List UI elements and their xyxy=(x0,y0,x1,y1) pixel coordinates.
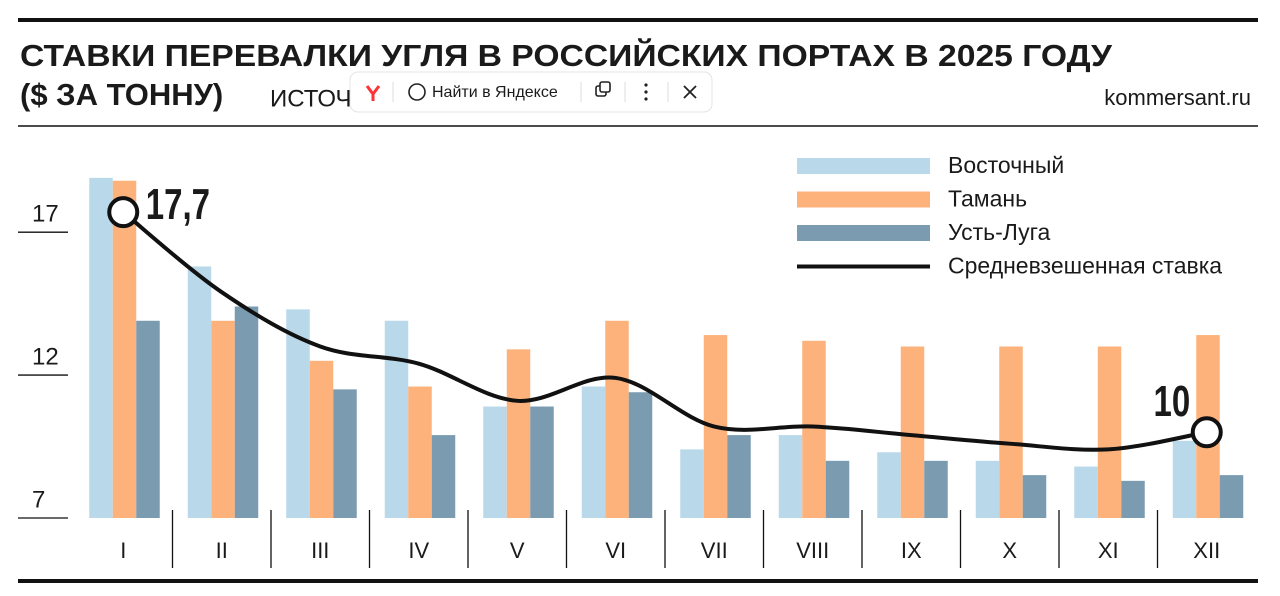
bar xyxy=(384,320,409,518)
x-tick-label: XII xyxy=(1193,538,1220,563)
bar xyxy=(112,180,137,518)
x-tick-label: VI xyxy=(605,538,626,563)
bar xyxy=(333,389,357,518)
bar xyxy=(680,449,704,518)
search-popup[interactable]: Найти в Яндексе xyxy=(349,71,713,113)
popup-box xyxy=(349,71,713,113)
x-tick-label: XI xyxy=(1098,538,1119,563)
chart-title: СТАВКИ ПЕРЕВАЛКИ УГЛЯ В РОССИЙСКИХ ПОРТА… xyxy=(20,37,1113,73)
search-icon[interactable] xyxy=(408,83,426,101)
yandex-logo[interactable] xyxy=(365,85,381,101)
legend-label: Средневзешенная ставка xyxy=(948,253,1222,279)
bar xyxy=(530,406,554,518)
x-tick-label: III xyxy=(311,538,329,563)
bar xyxy=(975,460,1000,518)
bar xyxy=(825,460,850,518)
data-label: 10 xyxy=(1154,377,1191,426)
bar xyxy=(234,306,259,518)
data-label: 17,7 xyxy=(146,180,210,229)
legend-swatch xyxy=(797,225,930,241)
bar xyxy=(1121,480,1145,518)
search-label[interactable]: Найти в Яндексе xyxy=(432,84,558,101)
legend-label: Тамань xyxy=(948,186,1027,212)
bar xyxy=(999,346,1023,518)
average-line xyxy=(121,210,1208,452)
bar xyxy=(408,386,432,518)
point xyxy=(107,196,140,229)
x-tick-label: X xyxy=(1002,538,1017,563)
bar xyxy=(431,435,456,518)
bar xyxy=(877,452,901,518)
bar xyxy=(1219,475,1244,518)
bar xyxy=(187,266,212,518)
y-tick-label: 12 xyxy=(32,343,59,370)
x-tick-label: VIII xyxy=(796,538,829,563)
bar xyxy=(900,346,925,518)
bar xyxy=(1172,440,1197,518)
bar xyxy=(506,349,531,518)
bar xyxy=(778,435,803,518)
close-icon[interactable] xyxy=(683,85,697,99)
bar xyxy=(309,360,334,518)
x-tick-label: IX xyxy=(901,538,922,563)
bar xyxy=(286,309,310,518)
legend-swatch xyxy=(797,158,930,174)
x-tick-label: VII xyxy=(701,538,728,563)
bar xyxy=(802,340,826,518)
copy-icon[interactable] xyxy=(599,81,611,93)
y-tick-label: 7 xyxy=(32,486,45,513)
menu-icon[interactable] xyxy=(644,83,648,101)
bar xyxy=(89,177,113,518)
y-tick-label: 17 xyxy=(32,201,59,228)
x-tick-label: V xyxy=(510,538,525,563)
bar xyxy=(924,460,948,518)
legend-label: Восточный xyxy=(948,152,1064,178)
bar xyxy=(211,320,235,518)
bar xyxy=(483,406,507,518)
bar xyxy=(628,392,653,518)
bar xyxy=(1074,466,1098,518)
x-tick-label: I xyxy=(120,538,126,563)
bar xyxy=(1022,475,1047,518)
x-tick-label: II xyxy=(216,538,228,563)
credit: kommersant.ru xyxy=(1104,85,1251,110)
point xyxy=(1190,416,1223,449)
chart-title: ($ ЗА ТОННУ) xyxy=(20,77,223,112)
legend-label: Усть-Луга xyxy=(948,219,1050,245)
legend-swatch xyxy=(797,191,930,208)
x-tick-label: IV xyxy=(408,538,429,563)
bar xyxy=(136,320,160,518)
bar xyxy=(581,386,606,518)
bar xyxy=(605,320,629,518)
bar xyxy=(727,435,751,518)
bar xyxy=(1097,346,1122,518)
